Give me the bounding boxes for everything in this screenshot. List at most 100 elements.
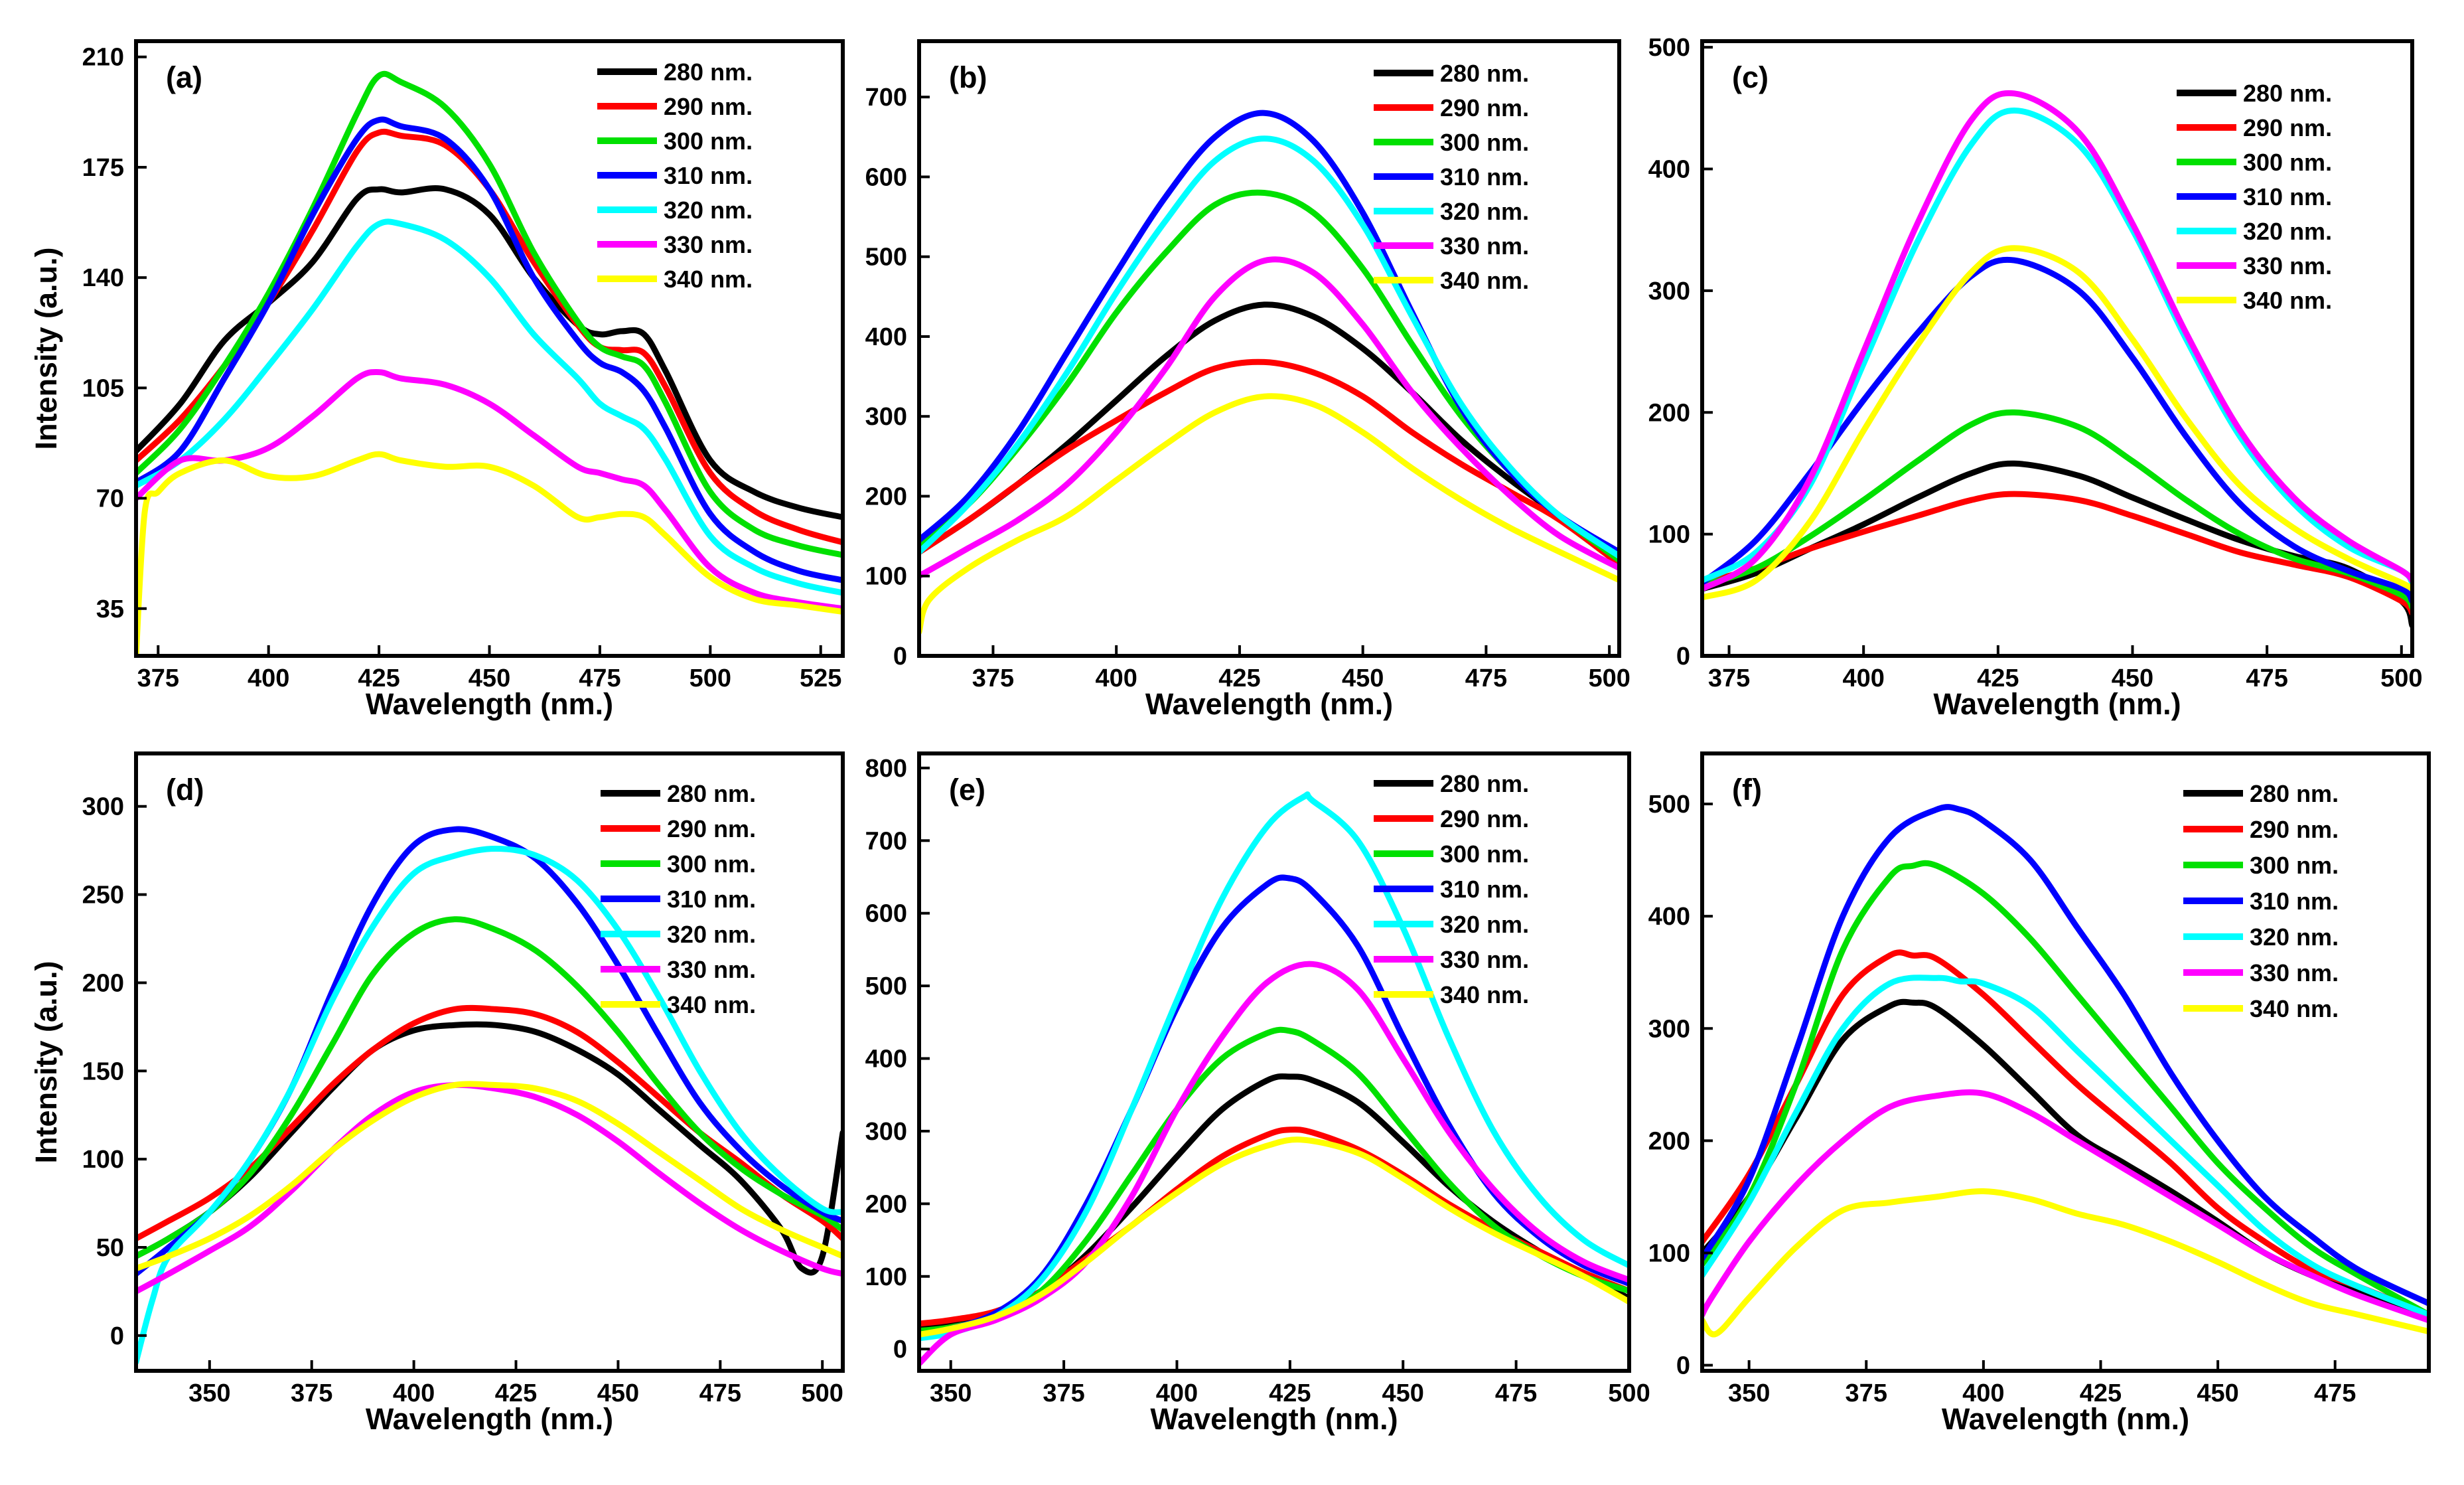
x-tick-label: 475 (1495, 1379, 1537, 1407)
x-tick-label: 450 (469, 664, 510, 692)
panel-label: (f) (1732, 773, 1762, 807)
legend-label: 330 nm. (2243, 252, 2332, 279)
legend-label: 310 nm. (2250, 888, 2339, 915)
x-tick-label: 500 (2380, 664, 2422, 692)
y-tick-label: 500 (1648, 791, 1690, 819)
series-line-330nm (136, 1081, 843, 1294)
y-tick-label: 500 (865, 973, 907, 1000)
legend-label: 280 nm. (2250, 780, 2339, 807)
x-axis-label: Wavelength (nm.) (1150, 1402, 1398, 1436)
y-tick-label: 35 (96, 595, 124, 623)
x-tick-label: 500 (689, 664, 731, 692)
legend-label: 340 nm. (1440, 267, 1529, 294)
legend-label: 300 nm. (1440, 840, 1529, 868)
y-tick-label: 800 (865, 755, 907, 783)
x-axis-label: Wavelength (nm.) (366, 687, 613, 721)
legend-label: 330 nm. (664, 231, 753, 258)
panel-c: 375 400 425 450 475 500 0 100 200 300 400 500 Wavele… (1648, 34, 2423, 721)
legend-label: 320 nm. (1440, 911, 1529, 938)
x-tick-label: 450 (2197, 1379, 2238, 1407)
x-tick-label: 375 (1043, 1379, 1084, 1407)
x-tick-label: 425 (2080, 1379, 2122, 1407)
x-tick-label: 500 (1608, 1379, 1650, 1407)
y-tick-label: 200 (82, 969, 124, 997)
x-tick-label: 375 (1708, 664, 1750, 692)
y-tick-label: 300 (865, 1118, 907, 1146)
x-tick-label: 400 (1962, 1379, 2004, 1407)
y-tick-label: 50 (96, 1234, 124, 1262)
x-tick-label: 450 (1382, 1379, 1424, 1407)
x-tick-label: 400 (1095, 664, 1137, 692)
series-line-330nm (1702, 1089, 2429, 1324)
plot-frame (917, 39, 1621, 658)
panel-label: (e) (949, 773, 985, 807)
series-line-340nm (1702, 245, 2412, 601)
legend-label: 300 nm. (1440, 129, 1529, 156)
x-tick-label: 400 (1156, 1379, 1198, 1407)
panel-d: 350 375 400 425 450 475 500 0 50 100 150 200 250 300 W… (29, 751, 845, 1436)
panel-e: 350 375 400 425 450 475 500 0 100 200 300 400 500 600… (865, 751, 1650, 1436)
panel-f: 350 375 400 425 450 475 0 100 200 300 400 500 Wavele… (1648, 751, 2431, 1436)
legend-label: 290 nm. (2243, 114, 2332, 141)
series-line-330nm (919, 256, 1619, 580)
legend-label: 340 nm. (664, 266, 753, 293)
x-axis-label: Wavelength (nm.) (1933, 687, 2181, 721)
series-line-320nm (1702, 975, 2429, 1318)
legend-label: 310 nm. (1440, 163, 1529, 191)
series-line-340nm (919, 1136, 1629, 1338)
legend-label: 340 nm. (2243, 287, 2332, 314)
legend: 280 nm. 290 nm. 300 nm. 310 nm. 320 nm. 330 n… (2183, 780, 2339, 1022)
series-line-310nm (919, 110, 1619, 556)
series-line-340nm (1702, 1188, 2429, 1338)
x-tick-label: 425 (1269, 1379, 1311, 1407)
series-group (136, 826, 843, 1366)
x-tick-label: 475 (1465, 664, 1507, 692)
series-line-300nm (1702, 860, 2429, 1318)
y-tick-label: 100 (865, 1263, 907, 1291)
x-tick-label: 400 (248, 664, 289, 692)
legend-label: 320 nm. (667, 921, 756, 948)
panel-b: 375 400 425 450 475 500 0 100 200 300 400 500 600 700… (865, 39, 1631, 721)
x-tick-label: 375 (137, 664, 179, 692)
y-tick-label: 200 (865, 483, 907, 510)
y-tick-label: 200 (865, 1190, 907, 1218)
y-tick-label: 500 (1648, 34, 1690, 62)
x-tick-label: 375 (1846, 1379, 1887, 1407)
series-line-320nm (136, 218, 843, 596)
series-line-330nm (136, 369, 843, 612)
series-line-330nm (1702, 90, 2412, 592)
y-tick-label: 200 (1648, 1127, 1690, 1155)
series-line-300nm (136, 916, 843, 1259)
series-line-310nm (1702, 804, 2429, 1306)
legend-label: 330 nm. (667, 956, 756, 983)
legend-label: 300 nm. (667, 850, 756, 878)
x-tick-label: 350 (1728, 1379, 1770, 1407)
x-tick-label: 500 (1588, 664, 1630, 692)
x-tick-label: 475 (579, 664, 620, 692)
legend-label: 280 nm. (1440, 60, 1529, 87)
legend-label: 300 nm. (2243, 149, 2332, 176)
legend-label: 290 nm. (667, 815, 756, 842)
series-line-340nm (136, 451, 843, 656)
series-line-320nm (1702, 108, 2412, 586)
legend-label: 340 nm. (1440, 981, 1529, 1008)
series-group (1702, 90, 2412, 629)
legend-label: 280 nm. (2243, 80, 2332, 107)
y-tick-label: 300 (865, 403, 907, 431)
y-tick-label: 700 (865, 827, 907, 855)
y-tick-label: 200 (1648, 399, 1690, 427)
x-tick-label: 400 (1842, 664, 1884, 692)
legend-label: 320 nm. (2250, 923, 2339, 951)
legend-label: 330 nm. (1440, 946, 1529, 973)
y-tick-label: 500 (865, 244, 907, 272)
y-tick-label: 0 (893, 643, 907, 670)
legend-label: 330 nm. (1440, 232, 1529, 260)
y-tick-label: 300 (82, 793, 124, 821)
panel-label: (d) (166, 773, 204, 807)
panel-label: (a) (166, 60, 202, 94)
y-tick-label: 100 (865, 563, 907, 591)
panel-a: 375 400 425 450 475 500 525 35 70 105 140 175 210 Wav… (29, 39, 845, 721)
legend-label: 300 nm. (664, 127, 753, 155)
legend-label: 290 nm. (2250, 816, 2339, 843)
y-tick-label: 105 (82, 374, 124, 402)
